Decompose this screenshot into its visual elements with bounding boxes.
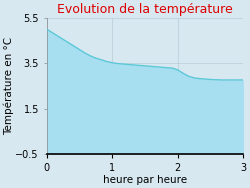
Title: Evolution de la température: Evolution de la température: [57, 3, 233, 17]
X-axis label: heure par heure: heure par heure: [103, 174, 187, 185]
Y-axis label: Température en °C: Température en °C: [4, 37, 14, 135]
